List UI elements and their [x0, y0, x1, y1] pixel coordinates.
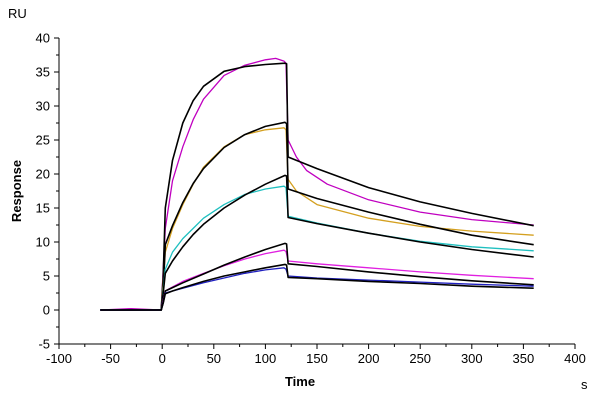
- x-tick-label: 100: [255, 351, 277, 366]
- x-tick-label: -100: [46, 351, 72, 366]
- y-tick-label: 40: [36, 31, 50, 46]
- y-tick-label: 5: [43, 269, 50, 284]
- x-tick-label: 150: [306, 351, 328, 366]
- x-ticks: -100 -50 0 50 100 150 200 250 300 350 400: [46, 344, 586, 366]
- y-tick-label: 30: [36, 99, 50, 114]
- y-axis-title: Response: [9, 160, 24, 222]
- y-tick-label: 25: [36, 133, 50, 148]
- plot-lines: [100, 57, 534, 311]
- x-tick-label: 200: [358, 351, 380, 366]
- x-tick-label: 50: [207, 351, 221, 366]
- x-tick-label: 300: [461, 351, 483, 366]
- x-tick-label: -50: [101, 351, 120, 366]
- axes: [58, 38, 575, 345]
- y-ticks: -5 0 5 10 15 20 25 30 35 40: [36, 31, 59, 352]
- y-tick-label: 10: [36, 235, 50, 250]
- series-line-3: [100, 127, 534, 311]
- x-unit-label: s: [581, 377, 588, 392]
- series-line-10: [100, 263, 534, 311]
- y-tick-label: 0: [43, 303, 50, 318]
- x-tick-label: 400: [564, 351, 586, 366]
- y-tick-label: 15: [36, 201, 50, 216]
- series-line-4: [100, 121, 534, 311]
- x-tick-label: 250: [409, 351, 431, 366]
- x-tick-label: 0: [159, 351, 166, 366]
- x-tick-label: 350: [513, 351, 535, 366]
- series-line-2: [100, 62, 534, 311]
- y-unit-label: RU: [8, 6, 27, 21]
- x-axis-title: Time: [285, 374, 315, 389]
- y-tick-label: -5: [38, 337, 50, 352]
- y-tick-label: 35: [36, 65, 50, 80]
- y-tick-label: 20: [36, 167, 50, 182]
- series-line-6: [100, 174, 534, 311]
